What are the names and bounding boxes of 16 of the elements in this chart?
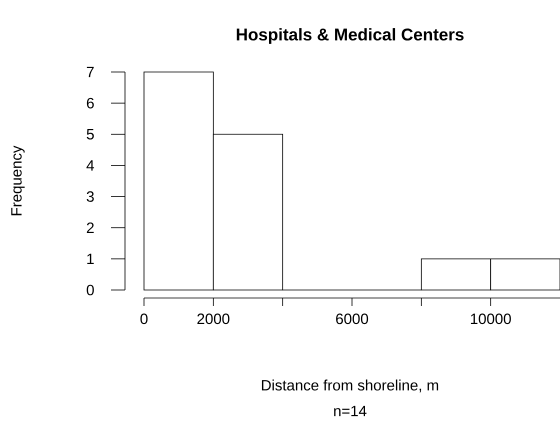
y-tick-label: 2 xyxy=(86,222,94,233)
y-axis-title: Frequency xyxy=(11,146,25,216)
y-tick-label: 1 xyxy=(87,254,94,264)
y-tick-label: 4 xyxy=(86,160,94,171)
x-tick-label: 0 xyxy=(140,314,148,324)
chart-title: Hospitals & Medical Centers xyxy=(236,28,464,44)
x-tick-label: 6000 xyxy=(336,314,368,324)
x-tick-label: 10000 xyxy=(470,314,511,324)
y-tick-label: 3 xyxy=(86,191,94,202)
x-tick-label: 2000 xyxy=(197,314,230,324)
y-tick-label: 6 xyxy=(86,98,94,108)
y-tick-label: 5 xyxy=(86,129,94,140)
y-tick-label: 0 xyxy=(86,284,94,296)
text: n=14 xyxy=(334,406,366,416)
y-tick-label: 7 xyxy=(86,66,94,78)
x-axis-title: Distance from shoreline, m xyxy=(262,380,438,392)
